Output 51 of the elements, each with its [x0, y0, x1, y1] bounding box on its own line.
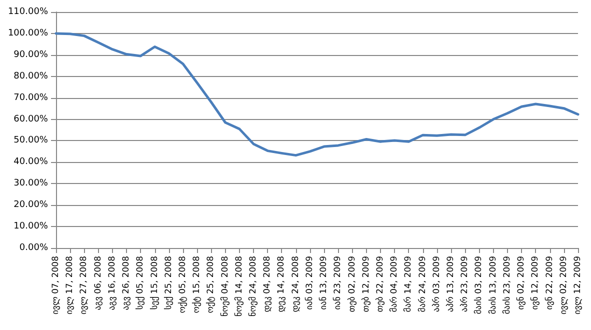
x-tick-label: ოქტ 25, 2008	[205, 256, 216, 314]
x-tick-label: იან 03, 2009	[304, 256, 315, 310]
x-tick-label: ნოემ 14, 2008	[233, 256, 244, 316]
x-tick-label: თებ 12, 2009	[360, 256, 372, 312]
y-tick-label: 110.00%	[8, 7, 48, 17]
x-tick-label: მარ 04, 2009	[388, 256, 400, 312]
x-tick-label: ნოემ 04, 2008	[219, 256, 230, 316]
x-tick-label: ივნ 22, 2009	[544, 256, 555, 310]
x-tick-label: ოქტ 15, 2008	[191, 256, 202, 314]
y-tick-label: 80.00%	[14, 71, 48, 82]
x-tick-label: იან 13, 2009	[318, 256, 330, 310]
x-tick-label: ივლ 07, 2008	[51, 256, 61, 314]
x-tick-label: მაის 13, 2009	[487, 256, 498, 314]
x-tick-label: სექ 05, 2008	[134, 256, 146, 310]
y-tick-label: 70.00%	[14, 92, 48, 103]
x-tick-label: სექ 25, 2008	[162, 256, 174, 310]
y-tick-label: 90.00%	[14, 50, 48, 60]
x-tick-label: აპრ 13, 2009	[445, 256, 456, 312]
x-tick-label: ივნ 12, 2009	[530, 256, 541, 310]
x-tick-label: დეკ 04, 2008	[262, 256, 273, 312]
x-tick-label: დეკ 14, 2008	[276, 256, 287, 312]
y-tick-label: 100.00%	[8, 28, 48, 38]
y-tick-label: 30.00%	[14, 178, 48, 189]
x-tick-label: იან 23, 2009	[332, 256, 344, 310]
x-tick-label: ივნ 02, 2009	[516, 256, 527, 310]
x-tick-label: ნოემ 24, 2008	[248, 256, 259, 316]
x-tick-label: ივლ 27, 2008	[79, 256, 90, 314]
x-tick-label: სექ 15, 2008	[148, 256, 160, 310]
y-tick-label: 60.00%	[14, 114, 48, 124]
x-tick-label: დეკ 24, 2008	[290, 256, 301, 312]
x-tick-label: აგვ 06, 2008	[93, 256, 104, 310]
x-tick-label: აპრ 23, 2009	[459, 256, 470, 312]
x-tick-label: ივლ 02, 2009	[558, 256, 569, 314]
x-tick-label: მაის 03, 2009	[473, 256, 484, 314]
y-tick-label: 0.00%	[19, 243, 48, 253]
line-series	[54, 32, 580, 157]
x-tick-label: ოქტ 05, 2008	[176, 256, 188, 314]
y-tick-label: 20.00%	[14, 200, 48, 210]
x-tick-label: ივლ 17, 2008	[65, 256, 76, 314]
x-tick-label: თებ 02, 2009	[346, 256, 358, 312]
x-tick-label: აგვ 26, 2008	[122, 256, 132, 310]
x-tick-label: თებ 22, 2009	[374, 256, 386, 312]
x-tick-label: აგვ 16, 2008	[107, 256, 118, 310]
x-tick-label: მაის 23, 2009	[501, 256, 512, 314]
x-tick-label: აპრ 03, 2009	[430, 256, 442, 312]
x-tick-label: მარ 14, 2009	[402, 256, 414, 312]
x-tick-label: მარ 24, 2009	[416, 256, 428, 312]
y-tick-label: 10.00%	[14, 222, 48, 232]
x-tick-label: ივლ 12, 2009	[573, 256, 583, 314]
y-tick-label: 40.00%	[14, 157, 48, 168]
y-tick-label: 50.00%	[14, 136, 48, 146]
